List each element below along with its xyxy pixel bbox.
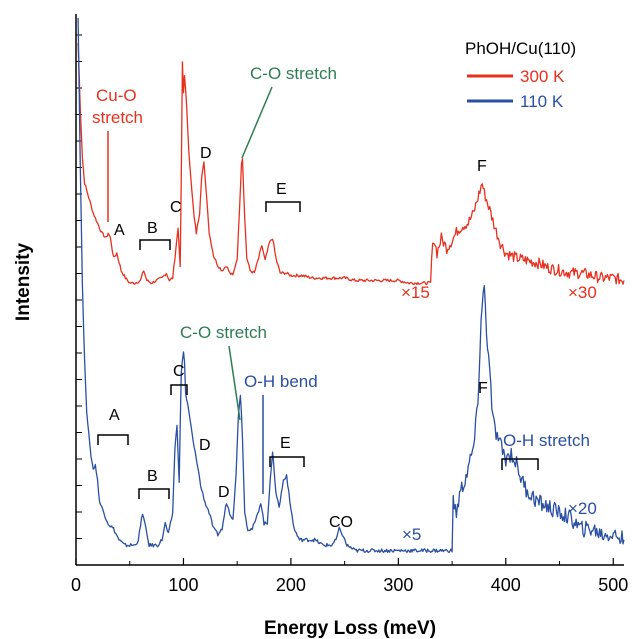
blue-bracket-A	[97, 434, 129, 445]
blue-bracket-C	[170, 384, 188, 395]
blue-label-D1: D	[199, 437, 211, 454]
red-label-E: E	[276, 181, 287, 198]
blue-bracket-E	[269, 456, 305, 467]
blue-multiplier-2: ×20	[568, 499, 597, 518]
blue-label-F: F	[478, 380, 488, 397]
series-line-300k	[77, 42, 625, 286]
legend-label-110k: 110 K	[520, 92, 564, 111]
red-label-C: C	[170, 199, 182, 216]
blue-label-C: C	[173, 363, 185, 380]
blue-co-stretch-label: C-O stretch	[180, 323, 267, 342]
x-tick-label: 400	[491, 575, 521, 595]
blue-co-stretch-pointer	[228, 345, 241, 421]
legend-title: PhOH/Cu(110)	[465, 39, 576, 58]
red-co-stretch-label: C-O stretch	[250, 64, 337, 83]
red-label-B: B	[147, 220, 158, 237]
blue-label-A: A	[109, 407, 120, 424]
red-bracket-B	[139, 239, 171, 250]
y-ticks	[76, 34, 82, 539]
blue-bracket-oh-stretch	[501, 458, 539, 470]
x-tick-label: 0	[71, 575, 81, 595]
red-cuo-label-2: stretch	[92, 108, 143, 127]
blue-co-label: CO	[329, 514, 353, 531]
series-layer	[77, 17, 625, 554]
blue-oh-bend-label: O-H bend	[244, 372, 318, 391]
red-label-D: D	[200, 145, 212, 162]
legend-label-300k: 300 K	[520, 67, 565, 86]
x-tick-label: 300	[383, 575, 413, 595]
blue-bracket-B	[138, 488, 170, 499]
x-tick-label: 200	[276, 575, 306, 595]
red-co-stretch-pointer	[241, 86, 273, 159]
y-axis-label: Intensity	[13, 243, 34, 322]
x-tick-label: 500	[598, 575, 628, 595]
red-bracket-E	[265, 201, 301, 212]
red-label-A: A	[114, 222, 125, 239]
blue-label-B: B	[147, 468, 158, 485]
blue-oh-stretch-label: O-H stretch	[503, 431, 590, 450]
x-ticks: 0 100 200 300 400 500	[71, 558, 628, 595]
red-multiplier-2: ×30	[568, 283, 597, 302]
red-label-F: F	[477, 158, 487, 175]
blue-label-D2: D	[218, 484, 230, 501]
series-line-110k	[77, 17, 625, 554]
x-axis-label: Energy Loss (meV)	[264, 618, 436, 639]
blue-label-E: E	[280, 435, 291, 452]
blue-multiplier-1: ×5	[402, 525, 421, 544]
red-cuo-label-1: Cu-O	[96, 86, 137, 105]
x-tick-label: 100	[168, 575, 198, 595]
red-multiplier-1: ×15	[401, 283, 430, 302]
